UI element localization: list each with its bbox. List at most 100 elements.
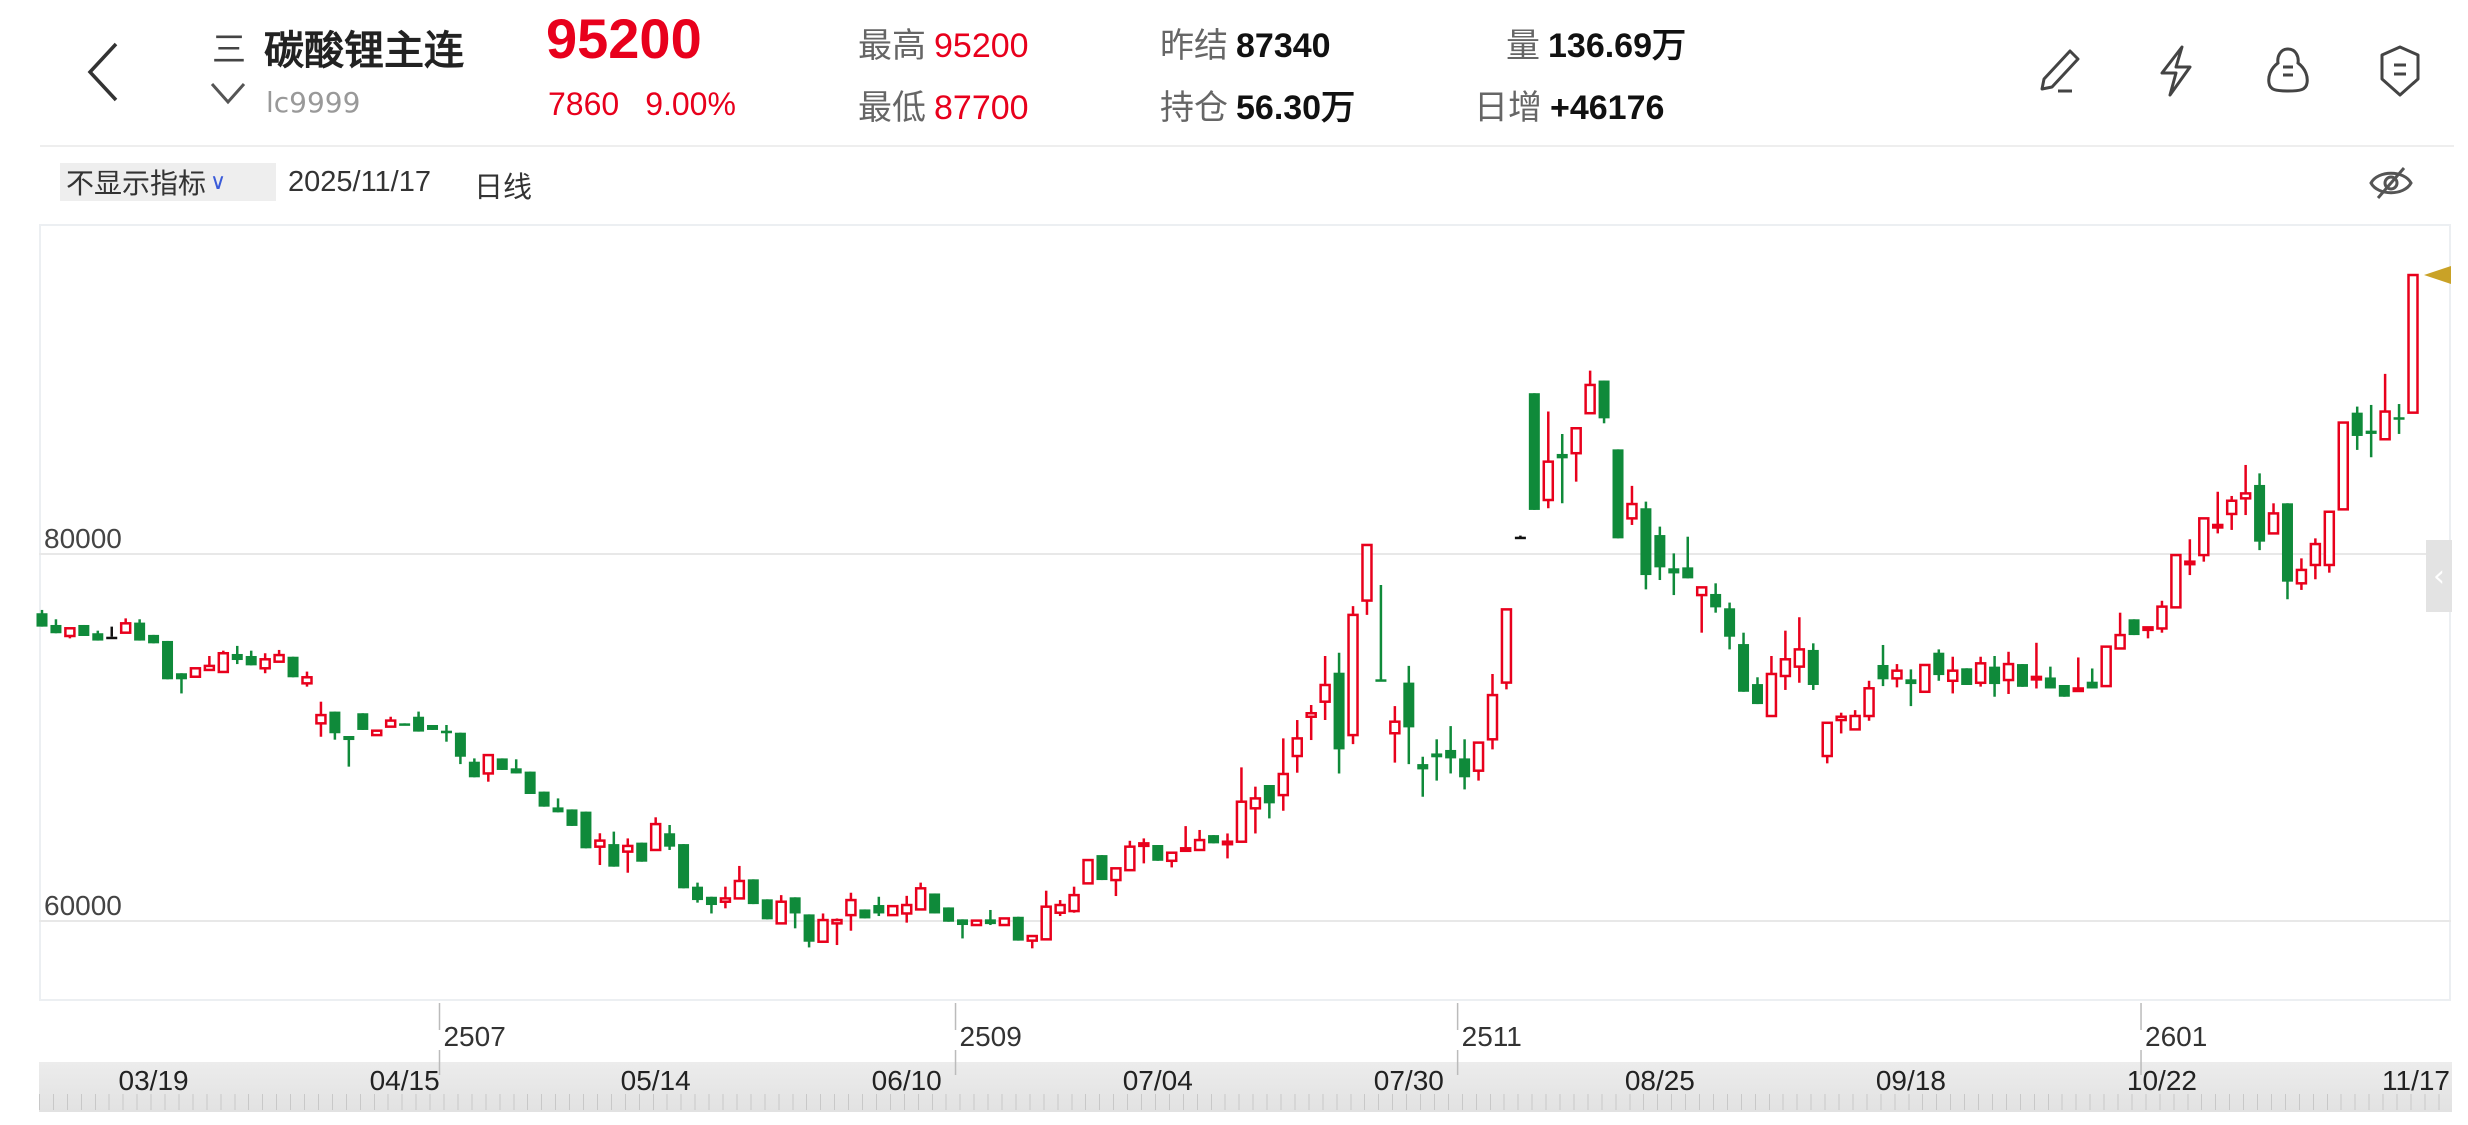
candle xyxy=(370,729,383,737)
stat-value: 87700 xyxy=(934,89,1029,127)
lightning-icon[interactable] xyxy=(2148,43,2204,99)
menu-icon[interactable]: 三 xyxy=(212,30,246,70)
collapse-panel-button[interactable]: ‹ xyxy=(2426,540,2452,612)
candle xyxy=(1849,710,1861,731)
candle xyxy=(203,655,216,672)
eye-off-icon[interactable] xyxy=(2368,162,2414,204)
candle-body xyxy=(1445,749,1457,759)
candle xyxy=(1249,786,1262,834)
instrument-name[interactable]: 碳酸锂主连 xyxy=(264,28,464,74)
candle-body xyxy=(1933,652,1945,676)
candle xyxy=(1361,543,1373,615)
candle-body xyxy=(2114,633,2126,650)
chart-period[interactable]: 日线 xyxy=(474,170,533,204)
candle-body xyxy=(649,822,662,852)
candle-body xyxy=(664,833,676,847)
date-label: 05/14 xyxy=(621,1065,691,1096)
candle-body xyxy=(1361,543,1373,602)
candle xyxy=(2030,642,2043,689)
candle xyxy=(859,909,871,919)
candle xyxy=(440,724,452,742)
candle xyxy=(78,624,90,636)
stat-value: +46176 xyxy=(1550,89,1665,127)
candle xyxy=(1612,449,1624,539)
candle xyxy=(92,630,104,641)
candle xyxy=(970,919,983,927)
candle xyxy=(259,653,271,674)
candle xyxy=(678,844,690,889)
candle xyxy=(2002,651,2015,694)
candle-body xyxy=(831,918,843,925)
candle-body xyxy=(1054,903,1066,914)
candle xyxy=(845,892,857,931)
date-label: 06/10 xyxy=(872,1065,942,1096)
candle xyxy=(2170,553,2182,609)
candle-body xyxy=(1626,502,1638,520)
pencil-icon[interactable] xyxy=(2032,43,2088,99)
candle-body xyxy=(1403,682,1415,728)
candle-body xyxy=(2337,421,2350,511)
candle-body xyxy=(1807,649,1819,685)
candle-body xyxy=(64,627,76,638)
candle xyxy=(399,723,411,726)
candle-body xyxy=(259,658,271,670)
candle xyxy=(747,879,759,905)
candle-body xyxy=(2016,664,2028,687)
candle xyxy=(887,904,899,917)
shield-icon[interactable] xyxy=(2372,43,2428,99)
candle xyxy=(1305,704,1317,741)
candle xyxy=(2086,668,2098,689)
candle xyxy=(2058,684,2070,697)
candle xyxy=(943,907,955,922)
candle xyxy=(566,809,578,826)
candle-body xyxy=(1138,842,1150,848)
header-divider xyxy=(40,145,2454,147)
candle-body xyxy=(1863,687,1875,718)
contract-label: 2601 xyxy=(2145,1021,2207,1052)
candle xyxy=(2239,464,2252,516)
candle-body xyxy=(887,904,899,917)
candle-body xyxy=(119,622,132,634)
candle xyxy=(649,817,662,852)
date-axis-ticks xyxy=(39,1094,2452,1110)
candle xyxy=(1514,535,1526,540)
candle xyxy=(1208,835,1220,844)
candle-body xyxy=(231,653,243,661)
candle xyxy=(482,753,495,782)
candle-body xyxy=(50,624,62,634)
candle xyxy=(2016,664,2028,687)
candle-body xyxy=(2142,626,2154,632)
candle xyxy=(315,701,327,737)
candle-body xyxy=(789,897,801,914)
candle xyxy=(1528,393,1540,510)
back-icon[interactable] xyxy=(84,40,124,104)
candle xyxy=(594,833,606,866)
candle xyxy=(2281,503,2293,600)
candle xyxy=(2379,373,2391,441)
candle xyxy=(608,831,620,867)
candle-body xyxy=(1821,721,1833,758)
chevron-down-icon[interactable] xyxy=(208,78,248,108)
cloud-alert-icon[interactable] xyxy=(2260,43,2316,99)
y-tick-label: 80000 xyxy=(44,523,122,554)
candle xyxy=(217,650,230,674)
indicator-select[interactable]: 不显示指标 ∨ xyxy=(60,163,276,201)
candle-body xyxy=(1333,672,1345,750)
candle xyxy=(2267,503,2280,535)
candle xyxy=(2351,406,2363,450)
candle-body xyxy=(1417,764,1429,770)
candle-body xyxy=(1012,916,1024,941)
chart-area[interactable] xyxy=(39,224,2451,1001)
candle-body xyxy=(622,844,634,853)
candle-body xyxy=(1179,847,1192,853)
candle-body xyxy=(1459,758,1471,778)
candle xyxy=(831,918,843,946)
candle-body xyxy=(1751,684,1763,705)
candle xyxy=(2225,495,2238,530)
candle-body xyxy=(1891,669,1903,680)
candle-body xyxy=(1695,586,1708,597)
candle xyxy=(1459,739,1471,790)
candle xyxy=(496,758,508,770)
candle xyxy=(1389,706,1401,763)
candle xyxy=(134,619,146,641)
